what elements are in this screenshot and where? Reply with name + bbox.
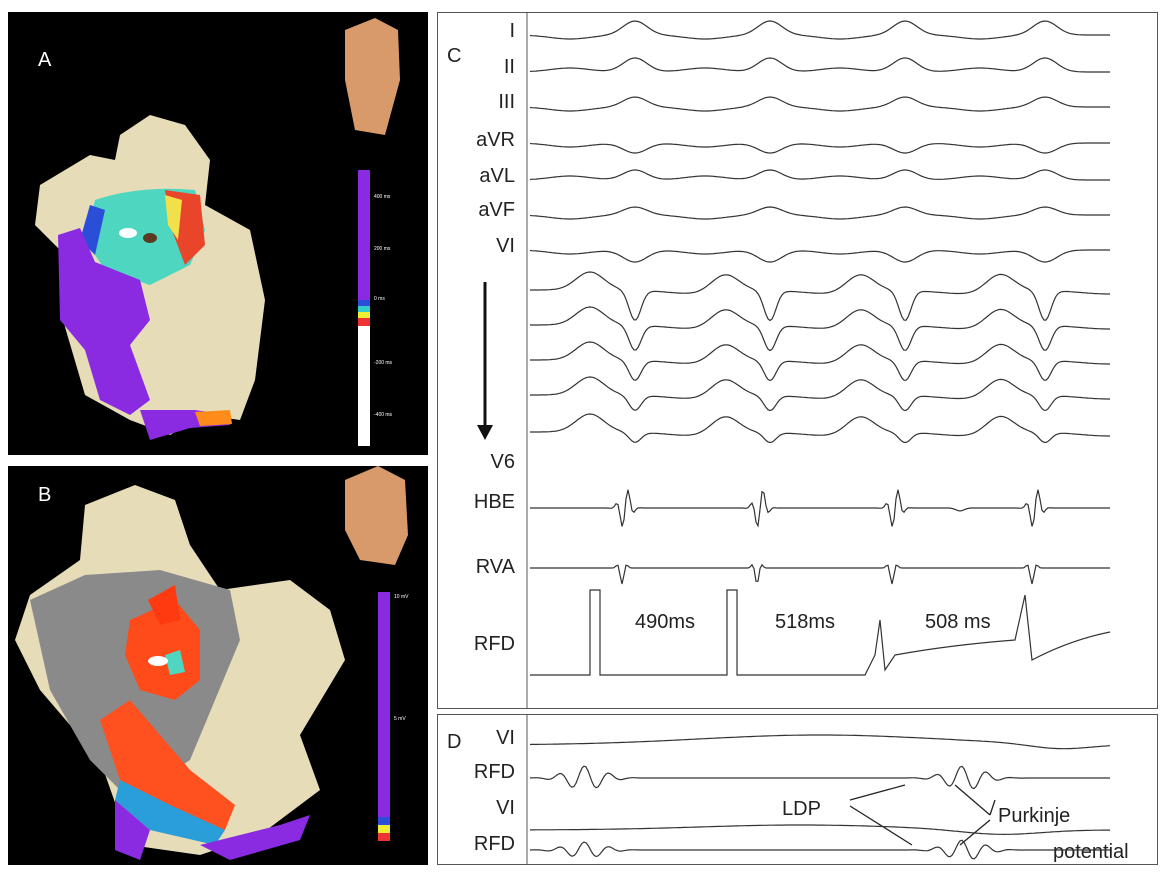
lead-label: HBE bbox=[474, 491, 515, 513]
panel-d: D LDP Purkinje potential VI RFD VI RFD bbox=[438, 714, 1158, 865]
early-zone bbox=[195, 410, 232, 426]
color-bar bbox=[378, 592, 390, 817]
panel-c: C 490ms 518ms 508 ms IIIIIIaVRaVLaVFVIV6… bbox=[438, 12, 1158, 709]
lead-label: II bbox=[504, 56, 515, 78]
scale-label: 0 ms bbox=[374, 296, 385, 302]
interval-label: 518ms bbox=[775, 611, 835, 633]
lead-label: RVA bbox=[476, 556, 516, 578]
lead-label: RFD bbox=[474, 833, 515, 855]
marker bbox=[143, 233, 157, 243]
color-bar bbox=[358, 306, 370, 312]
color-bar bbox=[358, 318, 370, 326]
scale-label: 10 mV bbox=[394, 594, 409, 600]
panel-a: A 400 ms 200 ms 0 ms -200 ms -400 ms bbox=[8, 12, 428, 455]
lead-label: I bbox=[509, 20, 515, 42]
marker bbox=[148, 656, 168, 666]
panel-label: D bbox=[447, 731, 461, 753]
color-bar bbox=[378, 825, 390, 833]
lead-label: aVL bbox=[479, 165, 515, 187]
lead-label: VI bbox=[496, 727, 515, 749]
panel-label: B bbox=[38, 484, 51, 506]
lead-label: RFD bbox=[474, 633, 515, 655]
color-bar bbox=[378, 817, 390, 825]
scale-label: -200 ms bbox=[374, 360, 393, 366]
lead-label: aVR bbox=[476, 129, 515, 151]
lead-label: RFD bbox=[474, 761, 515, 783]
color-bar bbox=[358, 300, 370, 306]
marker bbox=[119, 228, 137, 238]
interval-label: 490ms bbox=[635, 611, 695, 633]
scale-label: 5 mV bbox=[394, 716, 406, 722]
color-bar bbox=[358, 326, 370, 446]
scale-label: -400 ms bbox=[374, 412, 393, 418]
interval-label: 508 ms bbox=[925, 611, 991, 633]
panel-d-frame bbox=[438, 715, 1158, 865]
separator bbox=[8, 455, 358, 466]
lead-label: V6 bbox=[491, 451, 515, 473]
scale-label: 200 ms bbox=[374, 246, 391, 252]
color-bar bbox=[358, 170, 370, 315]
annotation: potential bbox=[1053, 841, 1129, 863]
lead-label: aVF bbox=[478, 199, 515, 221]
panel-b: B 10 mV 5 mV bbox=[8, 466, 428, 865]
lead-label: VI bbox=[496, 797, 515, 819]
panel-label: A bbox=[38, 49, 52, 71]
annotation: Purkinje bbox=[998, 805, 1070, 827]
scale-label: 400 ms bbox=[374, 194, 391, 200]
panel-label: C bbox=[447, 45, 461, 67]
color-bar bbox=[378, 833, 390, 841]
annotation: LDP bbox=[782, 798, 821, 820]
lead-label: III bbox=[498, 91, 515, 113]
lead-label: VI bbox=[496, 235, 515, 257]
color-bar bbox=[358, 312, 370, 318]
figure: A 400 ms 200 ms 0 ms -200 ms -400 ms B 1… bbox=[0, 0, 1163, 873]
